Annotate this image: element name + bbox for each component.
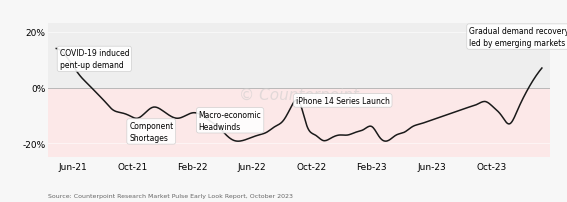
Text: Gradual demand recovery
led by emerging markets: Gradual demand recovery led by emerging …	[469, 27, 567, 48]
Bar	[48, 88, 550, 158]
Text: Macro-economic
Headwinds: Macro-economic Headwinds	[199, 110, 261, 131]
Text: Source: Counterpoint Research Market Pulse Early Look Report, October 2023: Source: Counterpoint Research Market Pul…	[48, 193, 293, 198]
Text: COVID-19 induced
pent-up demand: COVID-19 induced pent-up demand	[60, 49, 129, 70]
Text: Component
Shortages: Component Shortages	[129, 121, 174, 142]
Text: © Counterpoint: © Counterpoint	[239, 87, 359, 102]
Text: iPhone 14 Series Launch: iPhone 14 Series Launch	[296, 97, 390, 105]
